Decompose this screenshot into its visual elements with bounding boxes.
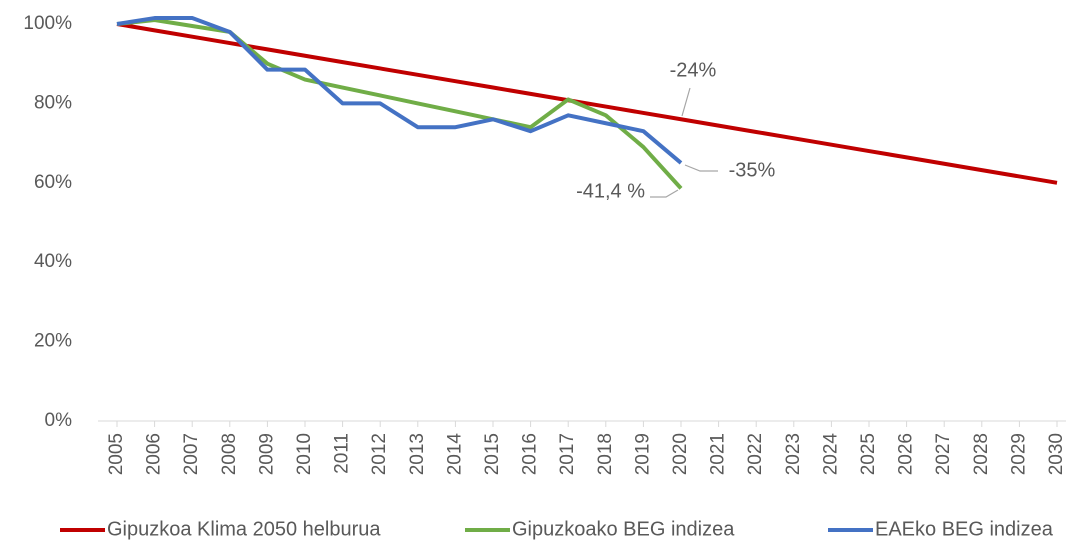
x-tick-label: 2009 (256, 433, 277, 475)
legend-label: EAEko BEG indizea (875, 518, 1054, 540)
x-tick-label: 2026 (896, 433, 917, 475)
x-tick-label: 2013 (407, 433, 428, 475)
x-tick-label: 2022 (745, 433, 766, 475)
x-tick-label: 2023 (783, 433, 804, 475)
leader-line (684, 164, 718, 172)
x-tick-label: 2015 (482, 433, 503, 475)
leader-line (650, 189, 679, 198)
x-tick-label: 2006 (144, 433, 165, 475)
x-tick-label: 2010 (294, 433, 315, 475)
series-line (116, 18, 683, 190)
y-tick-label: 0% (45, 410, 73, 431)
x-tick-label: 2027 (933, 433, 954, 475)
x-tick-label: 2007 (181, 433, 202, 475)
x-tick-label: 2011 (332, 433, 353, 474)
x-tick-label: 2029 (1008, 433, 1029, 475)
x-tick-label: 2019 (632, 433, 653, 475)
y-tick-label: 20% (34, 331, 72, 352)
legend-label: Gipuzkoa Klima 2050 helburua (107, 518, 381, 540)
annotation: -35% (729, 159, 776, 181)
y-tick-label: 60% (34, 172, 72, 193)
x-tick-label: 2016 (520, 433, 541, 475)
leader-line (681, 87, 691, 117)
y-tick-label: 40% (34, 251, 72, 272)
x-tick-label: 2024 (820, 433, 841, 476)
x-tick-label: 2012 (369, 433, 390, 475)
x-tick-label: 2014 (444, 433, 465, 476)
y-tick-label: 100% (23, 13, 72, 34)
x-tick-label: 2020 (670, 433, 691, 475)
series-line (116, 22, 1058, 185)
x-tick-label: 2030 (1046, 433, 1066, 475)
x-tick-label: 2028 (971, 433, 992, 475)
x-tick-label: 2021 (708, 433, 729, 475)
x-tick-label: 2018 (595, 433, 616, 475)
x-tick-label: 2025 (858, 433, 879, 475)
legend-label: Gipuzkoako BEG indizea (512, 518, 735, 540)
x-tick-label: 2008 (219, 433, 240, 475)
series-line (116, 16, 683, 165)
annotation: -41,4 % (576, 180, 645, 202)
x-tick-label: 2017 (557, 433, 578, 475)
x-tick-label: 2005 (106, 433, 127, 475)
y-tick-label: 80% (34, 92, 72, 113)
annotation: -24% (670, 59, 717, 81)
